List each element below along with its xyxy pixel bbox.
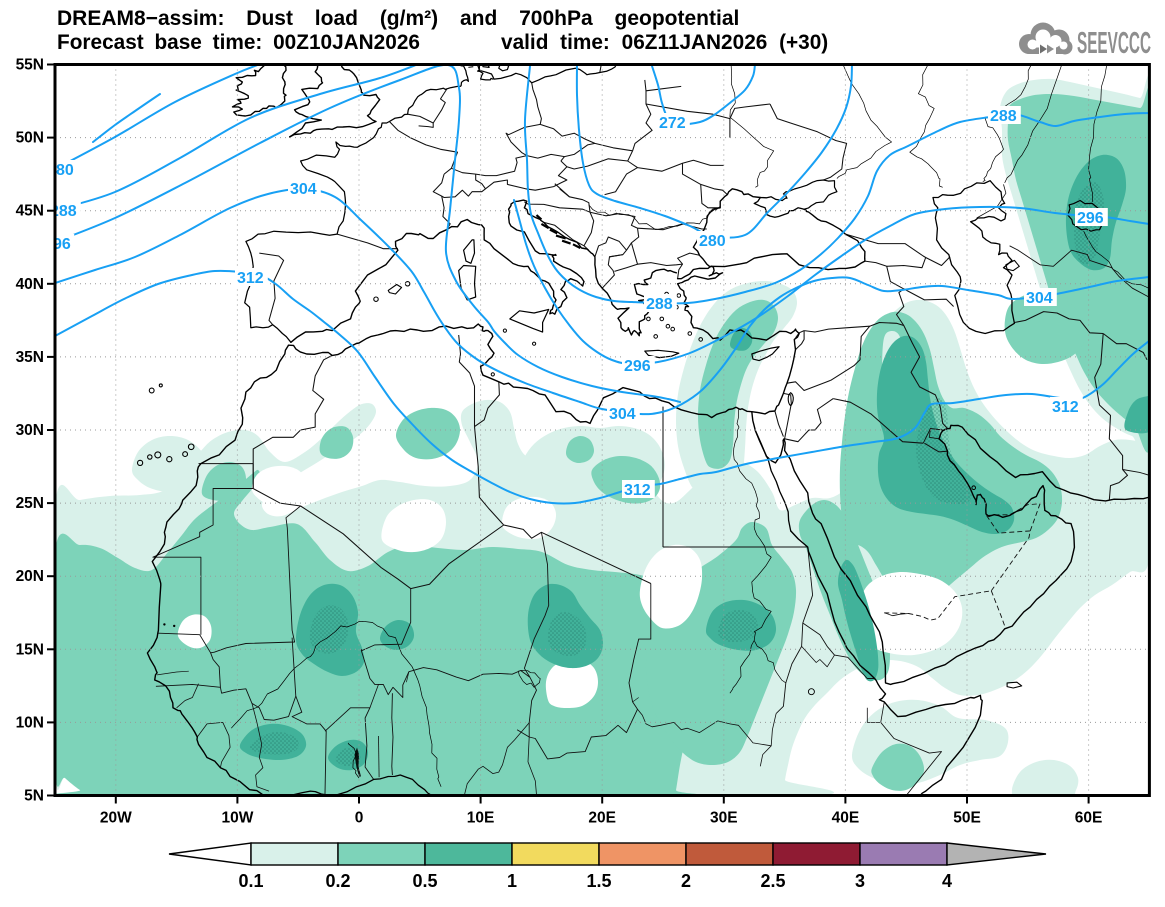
svg-text:3: 3 [855,871,865,891]
svg-text:50N: 50N [16,130,44,147]
svg-text:20E: 20E [588,810,616,827]
svg-text:296: 296 [624,358,651,375]
svg-text:15N: 15N [16,641,44,658]
svg-text:valid time: 06Z11JAN2026 (+30): valid time: 06Z11JAN2026 (+30) [501,31,828,54]
svg-text:80: 80 [56,162,74,179]
svg-text:288: 288 [646,296,673,313]
svg-text:0: 0 [355,810,364,827]
svg-text:296: 296 [1077,210,1104,227]
svg-text:304: 304 [1026,290,1053,307]
svg-text:DREAM8−assim: Dust load (g/m²): DREAM8−assim: Dust load (g/m²) and 700hP… [57,7,739,30]
svg-text:5N: 5N [24,788,44,805]
svg-text:55N: 55N [16,57,44,74]
svg-text:288: 288 [990,108,1017,125]
svg-text:40E: 40E [832,810,860,827]
svg-text:272: 272 [659,115,686,132]
svg-text:1: 1 [507,871,517,891]
svg-text:2: 2 [681,871,691,891]
svg-text:20N: 20N [16,568,44,585]
svg-text:304: 304 [290,181,317,198]
svg-text:312: 312 [1052,399,1079,416]
svg-text:SEEVCCC: SEEVCCC [1077,25,1151,60]
svg-text:30N: 30N [16,422,44,439]
svg-text:0.1: 0.1 [238,871,263,891]
svg-text:2.5: 2.5 [760,871,785,891]
svg-text:45N: 45N [16,203,44,220]
svg-text:Forecast base time: 00Z10JAN20: Forecast base time: 00Z10JAN2026 [57,31,420,54]
svg-text:10E: 10E [467,810,495,827]
svg-text:10N: 10N [16,714,44,731]
svg-text:30E: 30E [710,810,738,827]
svg-text:288: 288 [50,203,77,220]
svg-text:312: 312 [624,482,651,499]
svg-text:280: 280 [699,233,726,250]
svg-text:50E: 50E [953,810,981,827]
svg-text:1.5: 1.5 [586,871,611,891]
svg-text:312: 312 [237,270,264,287]
svg-text:60E: 60E [1075,810,1103,827]
svg-text:0.5: 0.5 [412,871,437,891]
svg-text:40N: 40N [16,276,44,293]
svg-text:10W: 10W [221,810,253,827]
svg-text:4: 4 [942,871,952,891]
svg-text:35N: 35N [16,349,44,366]
svg-text:96: 96 [53,236,71,253]
svg-text:20W: 20W [100,810,132,827]
svg-text:25N: 25N [16,495,44,512]
svg-text:0.2: 0.2 [325,871,350,891]
svg-text:304: 304 [609,406,636,423]
